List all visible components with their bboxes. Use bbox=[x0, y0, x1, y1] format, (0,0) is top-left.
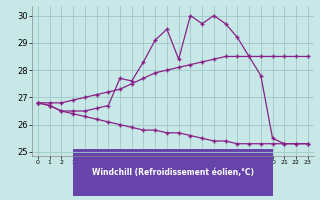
X-axis label: Windchill (Refroidissement éolien,°C): Windchill (Refroidissement éolien,°C) bbox=[92, 168, 254, 177]
